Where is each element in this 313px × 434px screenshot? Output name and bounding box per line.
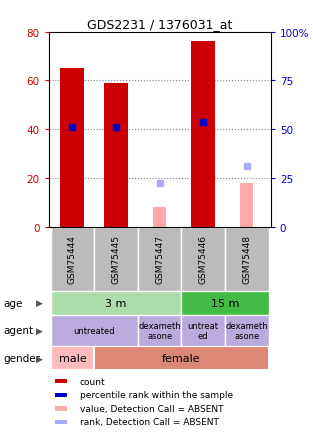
Text: percentile rank within the sample: percentile rank within the sample [80, 391, 233, 399]
Text: 15 m: 15 m [211, 298, 239, 308]
Text: male: male [59, 353, 86, 363]
Text: age: age [3, 298, 23, 308]
Bar [51, 227, 94, 291]
Bar [182, 227, 225, 291]
Text: GSM75446: GSM75446 [199, 235, 208, 283]
Bar [225, 315, 269, 346]
Text: ▶: ▶ [36, 354, 43, 363]
Bar [104, 84, 128, 227]
Bar [225, 227, 269, 291]
Text: GSM75447: GSM75447 [155, 235, 164, 283]
Bar [182, 315, 225, 346]
Text: value, Detection Call = ABSENT: value, Detection Call = ABSENT [80, 404, 223, 413]
Text: ▶: ▶ [36, 299, 43, 307]
Bar [60, 69, 85, 227]
Bar [55, 406, 67, 411]
Text: untreat
ed: untreat ed [188, 322, 219, 340]
Text: GSM75448: GSM75448 [242, 235, 251, 283]
Text: GSM75444: GSM75444 [68, 235, 77, 283]
Title: GDS2231 / 1376031_at: GDS2231 / 1376031_at [87, 18, 232, 31]
Bar [240, 184, 253, 227]
Bar [94, 346, 269, 370]
Bar [51, 346, 94, 370]
Text: female: female [162, 353, 201, 363]
Bar [51, 291, 182, 315]
Bar [138, 227, 182, 291]
Text: count: count [80, 377, 105, 386]
Bar [138, 315, 182, 346]
Text: dexameth
asone: dexameth asone [138, 322, 181, 340]
Text: gender: gender [3, 353, 40, 363]
Text: agent: agent [3, 326, 33, 335]
Text: rank, Detection Call = ABSENT: rank, Detection Call = ABSENT [80, 418, 218, 427]
Bar [55, 420, 67, 424]
Text: untreated: untreated [74, 326, 115, 335]
Bar [55, 379, 67, 384]
Bar [94, 227, 138, 291]
Bar [55, 393, 67, 397]
Bar [182, 291, 269, 315]
Text: ▶: ▶ [36, 326, 43, 335]
Text: dexameth
asone: dexameth asone [225, 322, 268, 340]
Text: GSM75445: GSM75445 [111, 235, 121, 283]
Bar [191, 42, 215, 227]
Text: 3 m: 3 m [105, 298, 127, 308]
Bar [153, 208, 166, 227]
Bar [51, 315, 138, 346]
